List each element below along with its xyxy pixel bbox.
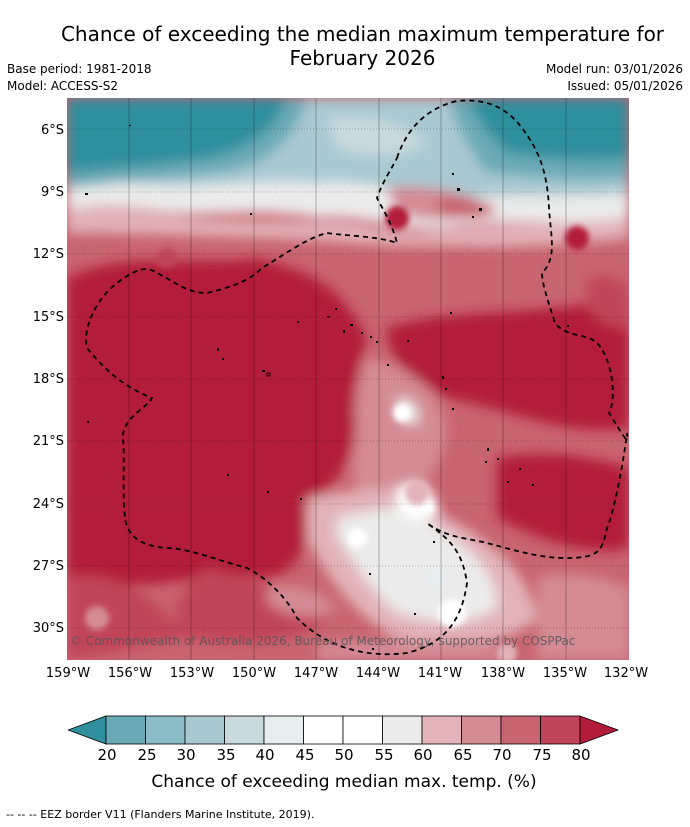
- lat-label-12s: 12°S: [32, 247, 64, 262]
- lon-label-147w: 147°W: [293, 666, 339, 681]
- colorbar-extend-high: [579, 715, 620, 745]
- colorbar-tick-75: 75: [532, 746, 552, 764]
- colorbar: [66, 714, 622, 750]
- colorbar-cells: [66, 715, 620, 745]
- model-name: Model: ACCESS-S2: [7, 79, 119, 93]
- lat-label-6s: 6°S: [40, 123, 64, 138]
- colorbar-tick-70: 70: [492, 746, 512, 764]
- probability-map: [67, 98, 629, 660]
- colorbar-cell: [263, 715, 304, 745]
- lon-label-144w: 144°W: [355, 666, 401, 681]
- lat-label-21s: 21°S: [32, 434, 64, 449]
- lon-label-132w: 132°W: [603, 666, 649, 681]
- colorbar-tick-35: 35: [216, 746, 236, 764]
- copyright-notice: © Commonwealth of Australia 2026, Bureau…: [70, 634, 576, 648]
- colorbar-cell: [224, 715, 265, 745]
- lon-label-135w: 135°W: [542, 666, 588, 681]
- lon-label-153w: 153°W: [169, 666, 215, 681]
- colorbar-tick-25: 25: [137, 746, 157, 764]
- colorbar-tick-45: 45: [295, 746, 315, 764]
- lat-label-27s: 27°S: [32, 559, 64, 574]
- lat-label-18s: 18°S: [32, 372, 64, 387]
- colorbar-cell: [184, 715, 225, 745]
- eez-legend-note: -- -- -- EEZ border V11 (Flanders Marine…: [6, 808, 315, 821]
- colorbar-cell: [540, 715, 581, 745]
- model-run: Model run: 03/01/2026: [545, 62, 683, 76]
- colorbar-tick-40: 40: [255, 746, 275, 764]
- lon-label-156w: 156°W: [107, 666, 153, 681]
- map-title-line1: Chance of exceeding the median maximum t…: [60, 22, 665, 46]
- issued-date: Issued: 05/01/2026: [567, 79, 683, 93]
- colorbar-tick-60: 60: [413, 746, 433, 764]
- lon-label-150w: 150°W: [231, 666, 277, 681]
- colorbar-tick-55: 55: [374, 746, 394, 764]
- colorbar-cell: [500, 715, 541, 745]
- colorbar-cell: [303, 715, 344, 745]
- lat-label-24s: 24°S: [32, 497, 64, 512]
- colorbar-extend-low: [66, 715, 107, 745]
- colorbar-cell: [421, 715, 462, 745]
- colorbar-cell: [382, 715, 423, 745]
- lat-label-30s: 30°S: [32, 621, 64, 636]
- lat-label-15s: 15°S: [32, 310, 64, 325]
- colorbar-tick-65: 65: [453, 746, 473, 764]
- map-title-line2: February 2026: [289, 46, 436, 70]
- lat-label-9s: 9°S: [40, 185, 64, 200]
- colorbar-tick-20: 20: [97, 746, 117, 764]
- colorbar-label: Chance of exceeding median max. temp. (%…: [151, 772, 537, 792]
- islands: [85, 125, 569, 650]
- probability-detail: [85, 206, 589, 660]
- lon-label-159w: 159°W: [45, 666, 91, 681]
- colorbar-tick-30: 30: [176, 746, 196, 764]
- graticule: [67, 98, 629, 660]
- colorbar-cell: [461, 715, 502, 745]
- colorbar-cell: [145, 715, 186, 745]
- colorbar-tick-50: 50: [334, 746, 354, 764]
- colorbar-cell: [105, 715, 146, 745]
- colorbar-tick-80: 80: [571, 746, 591, 764]
- map-title: Chance of exceeding the median maximum t…: [40, 22, 685, 70]
- base-period: Base period: 1981-2018: [7, 62, 152, 76]
- colorbar-cell: [342, 715, 383, 745]
- lon-label-138w: 138°W: [480, 666, 526, 681]
- lon-label-141w: 141°W: [417, 666, 463, 681]
